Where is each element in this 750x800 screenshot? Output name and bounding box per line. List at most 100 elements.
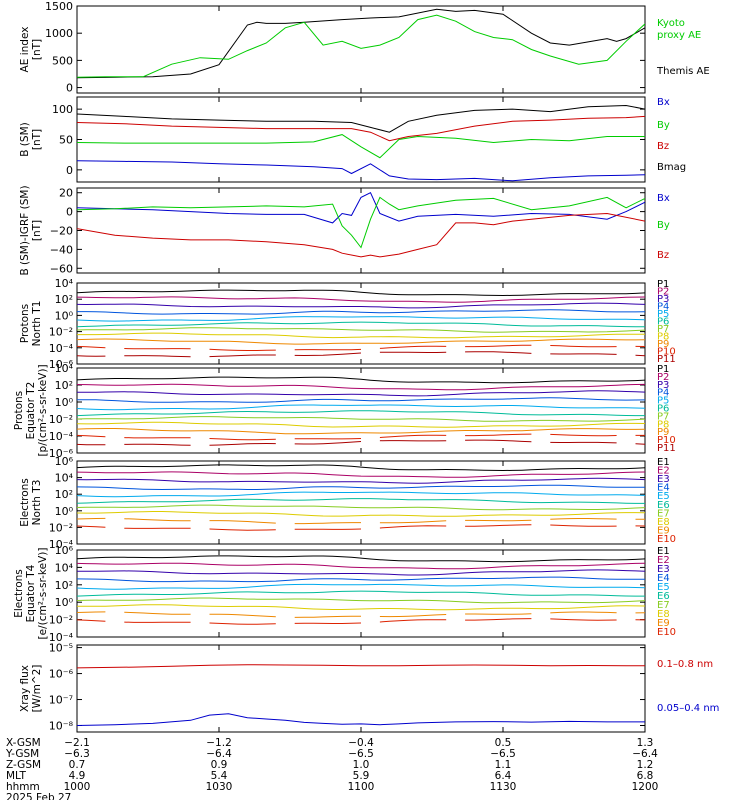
legend-entry: P9: [657, 427, 669, 438]
legend-entry: 0.05–0.4 nm: [657, 703, 719, 714]
footer-value: 1200: [632, 781, 659, 793]
series-line: [77, 583, 645, 590]
legend-entry: P9: [657, 339, 669, 350]
legend-entry: E9: [657, 618, 670, 629]
footer-value: −6.5: [490, 748, 516, 760]
series-line: [77, 421, 645, 428]
y-tick-label: 10⁻²: [49, 614, 73, 627]
y-tick-label: 10⁴: [55, 362, 74, 375]
y-axis-label: Equator T4: [25, 564, 37, 622]
y-tick-label: 10⁻⁴: [49, 538, 74, 551]
legend-entry: By: [657, 120, 670, 131]
y-tick-label: 10⁻⁶: [49, 668, 74, 681]
footer-value: −6.3: [64, 748, 90, 760]
legend-entry: Themis AE: [656, 66, 710, 77]
series-line: [77, 351, 645, 358]
legend-entry: E1: [657, 457, 670, 468]
y-axis-label: [W/m^2]: [31, 665, 43, 713]
footer-value: 1.3: [637, 737, 654, 749]
series-line: [77, 327, 645, 333]
footer-value: −6.4: [206, 748, 232, 760]
panel-frame: [76, 5, 646, 94]
y-tick-label: 10⁻⁴: [49, 631, 74, 644]
y-tick-label: 10⁴: [55, 561, 74, 574]
footer-value: 0.9: [211, 759, 228, 771]
legend-entry: P2: [657, 287, 669, 298]
series-line: [77, 160, 645, 182]
y-tick-label: 10⁻²: [49, 521, 73, 534]
legend-entry: E9: [657, 525, 670, 536]
series-line: [77, 562, 645, 570]
legend-entry: E3: [657, 474, 670, 485]
footer-value: 1000: [64, 781, 91, 793]
series-line: [77, 517, 645, 525]
y-tick-label: 10⁻⁷: [49, 694, 73, 707]
legend-entry: P7: [657, 324, 669, 335]
series-line: [77, 555, 645, 563]
series-line: [77, 484, 645, 491]
panel-frame: [76, 96, 646, 183]
footer-row-label: hhmm: [6, 781, 40, 793]
series-line: [77, 576, 645, 583]
y-tick-label: 10²: [55, 488, 73, 501]
y-axis-label: Electrons: [19, 478, 31, 527]
footer-value: −6.5: [348, 748, 374, 760]
y-axis-label: B (SM): [19, 122, 31, 156]
series-line: [77, 302, 645, 309]
legend-entry: E10: [657, 534, 676, 545]
y-tick-label: 10⁰: [55, 505, 74, 518]
y-tick-label: 10²: [55, 293, 73, 306]
series-line: [77, 569, 645, 576]
y-tick-label: 10⁴: [55, 472, 74, 485]
y-tick-label: 10⁶: [55, 455, 74, 468]
series-line: [77, 321, 645, 328]
legend-entry: E8: [657, 609, 670, 620]
panel-protons_t1: 10⁻⁶ 10⁻⁴ 10⁻² 10⁰ 10² 10⁴ Protons North T1 P1P2…: [19, 277, 676, 371]
y-tick-label: 1500: [45, 0, 73, 13]
legend-entry: E10: [657, 627, 676, 638]
series-line: [77, 115, 645, 142]
y-axis-label: Electrons: [13, 569, 25, 618]
series-line: [77, 383, 645, 391]
panel-bsm_igrf: −60 −40 −20 0 20 B (SM)-IGRF (SM) [nT] Bx By Bz: [19, 185, 670, 275]
legend-entry: P3: [657, 380, 669, 391]
series-line: [77, 14, 645, 78]
y-tick-label: 0: [66, 82, 73, 95]
series-line: [77, 289, 645, 297]
legend-entry: P11: [657, 354, 676, 365]
footer-row-label: X-GSM: [6, 737, 41, 749]
panel-protons_t2: 10⁻⁶ 10⁻⁴ 10⁻² 10⁰ 10² 10⁴ Protons Equator T2 [p…: [13, 362, 676, 460]
y-tick-label: 10⁻⁶: [49, 447, 74, 460]
series-line: [77, 404, 645, 411]
legend-entry: E1: [657, 546, 670, 557]
panel-frame: [76, 282, 646, 365]
footer-date: 2025 Feb 27: [6, 792, 71, 800]
legend-entry: P6: [657, 317, 669, 328]
y-axis-label: North T1: [31, 301, 43, 347]
series-line: [77, 498, 645, 504]
orbit-footer: X-GSM −2.1 −1.2 −0.4 0.5 1.3 Y-GSM −6.3 −6.4 −6.5…: [5, 737, 658, 800]
series-line: [77, 296, 645, 303]
series-line: [77, 664, 645, 669]
footer-row-label: Z-GSM: [6, 759, 41, 771]
legend-entry: P2: [657, 372, 669, 383]
y-tick-label: 10⁶: [55, 544, 74, 557]
series-line: [77, 504, 645, 511]
y-tick-label: −40: [50, 243, 73, 256]
legend-entry: By: [657, 220, 670, 231]
footer-value: 1.1: [495, 759, 512, 771]
series-line: [77, 713, 645, 726]
footer-value: 5.9: [353, 770, 370, 782]
y-tick-label: 500: [52, 54, 73, 67]
series-line: [77, 309, 645, 315]
panel-bsm: 0 50 100 B (SM) [nT] Bx By Bz Bmag: [19, 96, 686, 183]
legend-entry: Bmag: [657, 162, 686, 173]
series-line: [77, 332, 645, 339]
panel-frame: [76, 187, 646, 274]
y-axis-label: [nT]: [31, 39, 43, 60]
legend-entry: P4: [657, 388, 669, 399]
y-tick-label: 10⁻⁸: [49, 720, 74, 733]
legend-entry: P5: [657, 396, 669, 407]
series-line: [77, 618, 645, 625]
